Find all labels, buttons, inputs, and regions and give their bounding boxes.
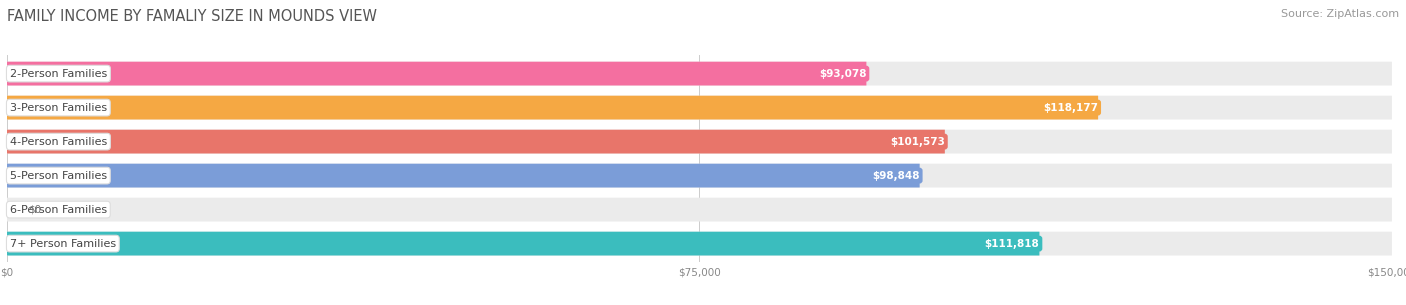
FancyBboxPatch shape [7, 198, 1392, 221]
FancyBboxPatch shape [7, 232, 1392, 256]
Text: 7+ Person Families: 7+ Person Families [10, 239, 115, 249]
Text: $98,848: $98,848 [872, 170, 920, 181]
FancyBboxPatch shape [7, 164, 1392, 188]
Text: 2-Person Families: 2-Person Families [10, 69, 107, 79]
Text: 3-Person Families: 3-Person Families [10, 102, 107, 113]
Text: FAMILY INCOME BY FAMALIY SIZE IN MOUNDS VIEW: FAMILY INCOME BY FAMALIY SIZE IN MOUNDS … [7, 9, 377, 24]
FancyBboxPatch shape [7, 130, 1392, 153]
FancyBboxPatch shape [7, 96, 1098, 120]
Text: $118,177: $118,177 [1043, 102, 1098, 113]
Text: $111,818: $111,818 [984, 239, 1039, 249]
Text: 6-Person Families: 6-Person Families [10, 205, 107, 215]
Text: $0: $0 [28, 205, 41, 215]
FancyBboxPatch shape [7, 232, 1039, 256]
FancyBboxPatch shape [7, 62, 866, 85]
Text: 5-Person Families: 5-Person Families [10, 170, 107, 181]
Text: $101,573: $101,573 [890, 137, 945, 147]
FancyBboxPatch shape [7, 164, 920, 188]
Text: $93,078: $93,078 [818, 69, 866, 79]
FancyBboxPatch shape [7, 62, 1392, 85]
Text: Source: ZipAtlas.com: Source: ZipAtlas.com [1281, 9, 1399, 19]
FancyBboxPatch shape [7, 96, 1392, 120]
FancyBboxPatch shape [7, 130, 945, 153]
Text: 4-Person Families: 4-Person Families [10, 137, 107, 147]
